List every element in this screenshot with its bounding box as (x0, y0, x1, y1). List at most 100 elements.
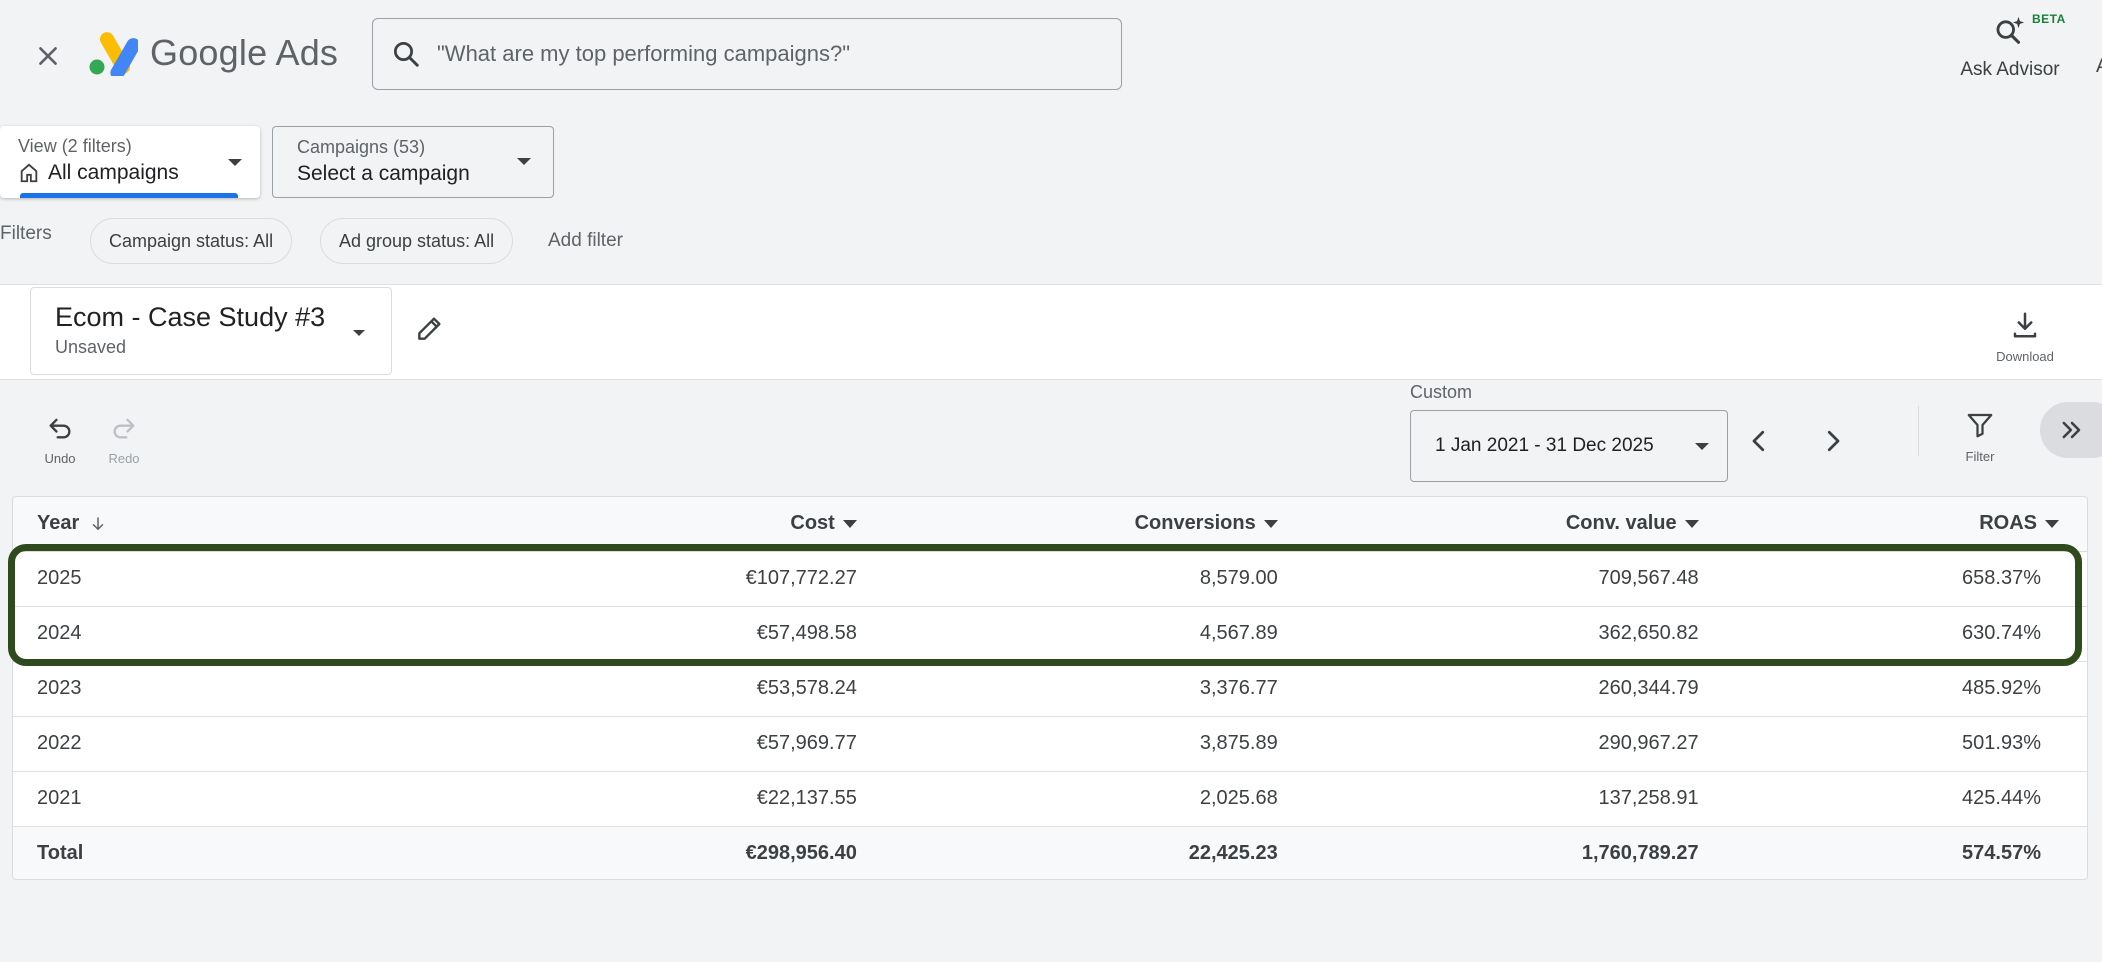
date-range-value: 1 Jan 2021 - 31 Dec 2025 (1435, 435, 1654, 456)
cell-cost: €53,578.24 (318, 661, 857, 717)
arrow-down-icon (92, 517, 104, 530)
filters-label: Filters (0, 223, 52, 244)
google-ads-logo-icon (89, 32, 138, 76)
ask-advisor-label: Ask Advisor (1960, 59, 2060, 80)
report-status: Unsaved (55, 337, 127, 357)
download-button[interactable]: Download (1990, 310, 2060, 364)
funnel-icon (1967, 413, 1993, 438)
sort-caret-icon (1263, 519, 1278, 528)
edit-report-button[interactable] (414, 312, 446, 349)
cell-roas: 658.37% (1698, 551, 2087, 607)
previous-period-button[interactable] (1744, 426, 1774, 461)
cell-conversions: 3,376.77 (856, 661, 1278, 717)
download-icon (2013, 312, 2037, 338)
brand-name: Google Ads (150, 32, 339, 73)
date-range-caption: Custom (1410, 382, 1473, 402)
toolbar-divider (1918, 406, 1919, 456)
close-button[interactable] (28, 36, 68, 76)
undo-button[interactable]: Undo (38, 414, 82, 466)
beta-badge: BETA (2032, 12, 2066, 26)
sort-caret-icon (1684, 519, 1699, 528)
column-header-roas[interactable]: ROAS (1698, 497, 2087, 552)
report-selector[interactable]: Ecom - Case Study #3 Unsaved (30, 287, 392, 375)
total-cost: €298,956.40 (318, 826, 857, 879)
view-selector-active-indicator (20, 193, 238, 198)
column-header-cost[interactable]: Cost (318, 497, 857, 552)
chevron-down-icon (353, 330, 365, 336)
filter-button[interactable]: Filter (1950, 410, 2010, 464)
chevron-down-icon (517, 158, 531, 165)
cell-year: 2023 (13, 661, 318, 717)
google-ads-logo: Google Ads (88, 30, 338, 76)
cell-year: 2022 (13, 716, 318, 772)
advisor-sparkle-icon (1996, 16, 2025, 44)
campaign-selector[interactable]: Campaigns (53) Select a campaign (272, 126, 554, 198)
table-row[interactable]: 2025 €107,772.27 8,579.00 709,567.48 658… (13, 551, 2087, 607)
table-row[interactable]: 2024 €57,498.58 4,567.89 362,650.82 630.… (13, 606, 2087, 662)
cell-roas: 485.92% (1698, 661, 2087, 717)
redo-label: Redo (108, 451, 140, 466)
redo-button[interactable]: Redo (102, 414, 146, 466)
table-total-row: Total €298,956.40 22,425.23 1,760,789.27… (13, 826, 2087, 879)
campaign-selector-value: Select a campaign (297, 162, 470, 185)
chevron-down-icon (1695, 443, 1709, 450)
home-icon (20, 163, 38, 183)
search-input[interactable]: "What are my top performing campaigns?" (372, 18, 1122, 90)
total-label: Total (13, 826, 318, 879)
table-row[interactable]: 2021 €22,137.55 2,025.68 137,258.91 425.… (13, 771, 2087, 827)
cell-roas: 501.93% (1698, 716, 2087, 772)
table-row[interactable]: 2022 €57,969.77 3,875.89 290,967.27 501.… (13, 716, 2087, 772)
cell-cost: €22,137.55 (318, 771, 857, 827)
chevron-down-icon (228, 159, 242, 166)
cell-year: 2024 (13, 606, 318, 662)
cell-roas: 630.74% (1698, 606, 2087, 662)
cell-roas: 425.44% (1698, 771, 2087, 827)
close-icon (39, 47, 57, 65)
filter-chip-ad-group-status[interactable]: Ad group status: All (320, 218, 514, 264)
cell-conv-value: 137,258.91 (1277, 771, 1699, 827)
undo-label: Undo (44, 451, 76, 466)
cell-conv-value: 709,567.48 (1277, 551, 1699, 607)
search-icon (394, 42, 419, 67)
total-roas: 574.57% (1698, 826, 2087, 879)
date-range-picker[interactable]: 1 Jan 2021 - 31 Dec 2025 (1410, 410, 1728, 482)
redo-icon (113, 418, 135, 439)
download-label: Download (1996, 349, 2054, 364)
cell-conversions: 2,025.68 (856, 771, 1278, 827)
pencil-icon (418, 317, 441, 340)
view-selector-value: All campaigns (48, 161, 179, 184)
view-selector-caption: View (2 filters) (18, 136, 132, 156)
filter-chip-campaign-status[interactable]: Campaign status: All (90, 218, 293, 264)
column-header-conv-value[interactable]: Conv. value (1277, 497, 1699, 552)
double-chevron-right-icon (2062, 421, 2081, 439)
filter-label: Filter (1965, 449, 1995, 464)
sort-caret-icon (842, 519, 857, 528)
cell-cost: €57,969.77 (318, 716, 857, 772)
table-row[interactable]: 2023 €53,578.24 3,376.77 260,344.79 485.… (13, 661, 2087, 717)
cell-year: 2025 (13, 551, 318, 607)
cell-conversions: 3,875.89 (856, 716, 1278, 772)
chevron-left-icon (1752, 430, 1765, 452)
cell-conversions: 8,579.00 (856, 551, 1278, 607)
sort-caret-icon (2045, 519, 2059, 528)
expand-panel-button[interactable] (2040, 402, 2102, 458)
cell-year: 2021 (13, 771, 318, 827)
ask-advisor-button[interactable]: BETA Ask Advisor (1940, 8, 2080, 81)
chevron-right-icon (1827, 430, 1840, 452)
add-filter-link[interactable]: Add filter (548, 230, 623, 251)
undo-icon (49, 418, 71, 439)
cell-conversions: 4,567.89 (856, 606, 1278, 662)
column-header-year[interactable]: Year (13, 497, 318, 552)
cell-conv-value: 362,650.82 (1277, 606, 1699, 662)
next-period-button[interactable] (1818, 426, 1848, 461)
report-table: Year Cost Conversions Conv. value ROAS 2… (12, 496, 2088, 880)
column-header-conversions[interactable]: Conversions (856, 497, 1278, 552)
cell-conv-value: 290,967.27 (1277, 716, 1699, 772)
campaign-selector-caption: Campaigns (53) (297, 137, 426, 157)
table-header-row: Year Cost Conversions Conv. value ROAS (13, 497, 2087, 552)
report-title: Ecom - Case Study #3 (55, 302, 326, 332)
search-placeholder: "What are my top performing campaigns?" (437, 41, 851, 66)
cell-conv-value: 260,344.79 (1277, 661, 1699, 717)
cut-off-text: A (2096, 56, 2102, 78)
view-selector[interactable]: View (2 filters) All campaigns (0, 126, 260, 198)
